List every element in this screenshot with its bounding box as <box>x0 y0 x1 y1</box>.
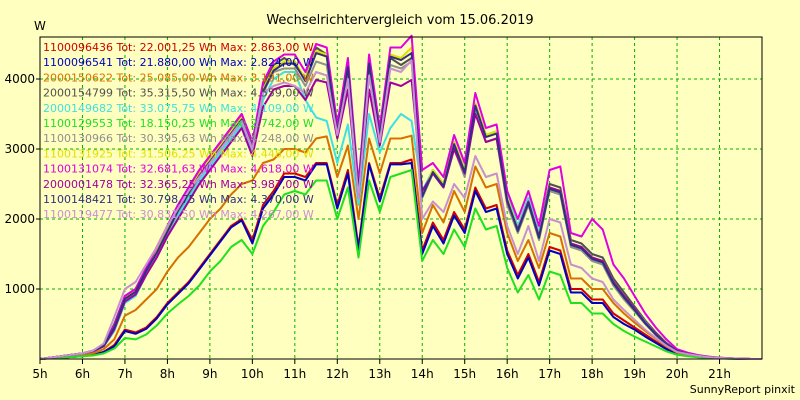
series-line-2 <box>39 162 762 360</box>
legend-entry: 1100096541 Tot: 21.880,00 Wh Max: 2.824,… <box>43 56 314 69</box>
x-tick-label: 10h <box>241 367 264 381</box>
series-line-11 <box>39 52 762 360</box>
x-tick-label: 18h <box>581 367 604 381</box>
y-tick-label: 1000 <box>4 282 35 296</box>
legend-entry: 2000001478 Tot: 32.365,25 Wh Max: 3.987,… <box>43 178 314 191</box>
x-tick-label: 15h <box>453 367 476 381</box>
footer-credit: SunnyReport pinxit <box>690 383 796 396</box>
x-tick-label: 12h <box>326 367 349 381</box>
x-tick-label: 17h <box>538 367 561 381</box>
legend-entry: 1100131074 Tot: 32.681,63 Wh Max: 4.618,… <box>43 163 314 176</box>
series-line-12 <box>39 59 762 360</box>
x-tick-label: 14h <box>411 367 434 381</box>
x-tick-label: 8h <box>160 367 175 381</box>
y-axis-label: W <box>34 19 46 33</box>
axes: 5h 6h 7h 8h 9h 10h 11h 12h 13h 14h 15h 16h 17h 18h 19h… <box>4 36 763 381</box>
y-tick-label: 2000 <box>4 212 35 226</box>
x-tick-label: 11h <box>283 367 306 381</box>
legend-entry: 1100131925 Tot: 31.506,25 Wh Max: 4.448,… <box>43 147 314 160</box>
legend-entry: 2000149682 Tot: 33.075,75 Wh Max: 4.109,… <box>43 102 314 115</box>
legend-entry: 2000154799 Tot: 35.315,50 Wh Max: 4.559,… <box>43 87 314 100</box>
legend-entry: 1100129553 Tot: 18.150,25 Wh Max: 2.742,… <box>43 117 314 130</box>
legend-entry: 2000150622 Tot: 25.085,00 Wh Max: 3.191,… <box>43 71 314 84</box>
x-tick-label: 20h <box>666 367 689 381</box>
x-tick-label: 16h <box>496 367 519 381</box>
x-tick-label: 6h <box>75 367 90 381</box>
legend-entry: 1100148421 Tot: 30.798,75 Wh Max: 4.370,… <box>43 193 314 206</box>
legend-entry: 1100130966 Tot: 30.395,63 Wh Max: 4.248,… <box>43 132 314 145</box>
legend-entry: 1100096436 Tot: 22.001,25 Wh Max: 2.863,… <box>43 41 314 54</box>
chart-title: Wechselrichtervergleich vom 15.06.2019 <box>266 13 533 28</box>
x-tick-label: 21h <box>708 367 731 381</box>
x-tick-label: 5h <box>32 367 47 381</box>
series-line-6 <box>39 169 762 360</box>
grid <box>40 37 762 359</box>
plot-area <box>40 37 762 359</box>
y-tick-label: 3000 <box>4 142 35 156</box>
series-layer <box>39 34 762 360</box>
series-line-3 <box>39 134 762 360</box>
x-tick-label: 9h <box>202 367 217 381</box>
legend: 1100096436 Tot: 22.001,25 Wh Max: 2.863,… <box>43 41 314 221</box>
legend-entry: 1100119477 Tot: 30.831,50 Wh Max: 4.267,… <box>43 208 314 221</box>
x-tick-label: 19h <box>623 367 646 381</box>
y-tick-label: 4000 <box>4 72 35 86</box>
x-tick-label: 7h <box>117 367 132 381</box>
x-tick-label: 13h <box>368 367 391 381</box>
plot-border <box>39 36 763 360</box>
